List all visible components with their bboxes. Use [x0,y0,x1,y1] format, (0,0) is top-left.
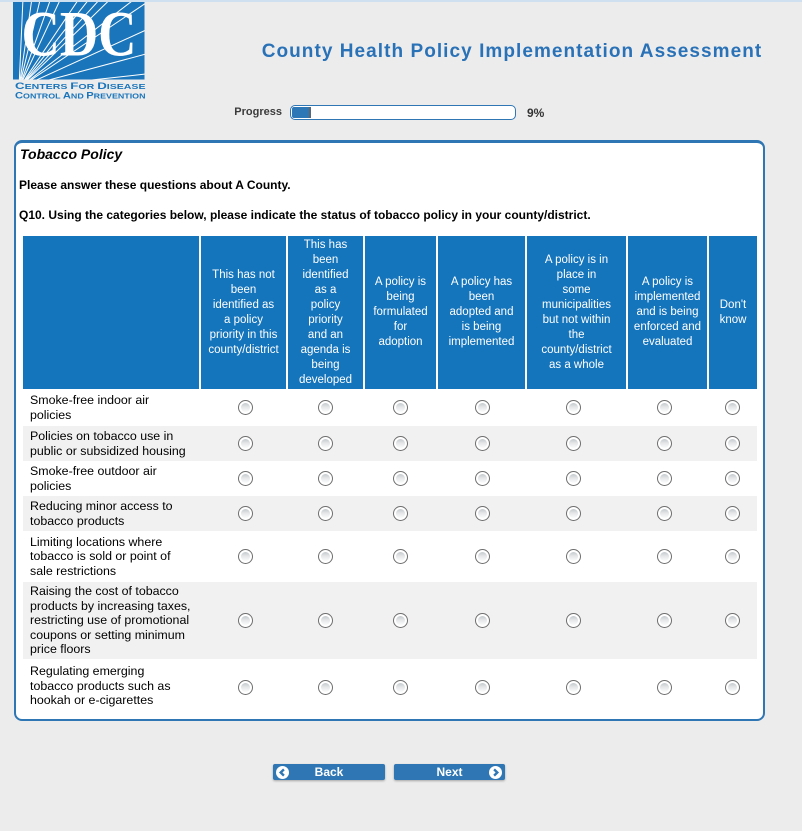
svg-text:CONTROL AND PREVENTION: CONTROL AND PREVENTION [15,91,146,101]
svg-text:CDC: CDC [22,2,137,71]
